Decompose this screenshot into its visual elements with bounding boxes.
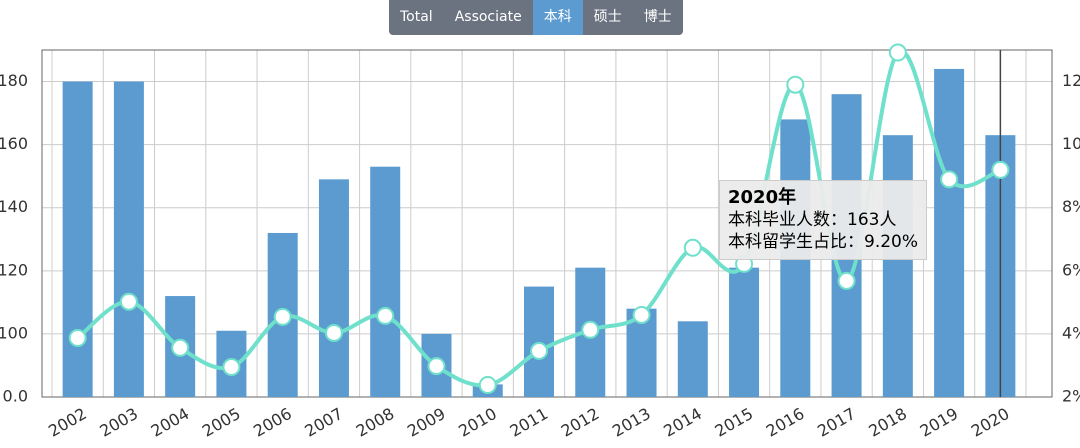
- line-point: [171, 338, 190, 357]
- x-tick-label: 2020: [968, 404, 1013, 441]
- x-tick-label: 2013: [609, 404, 654, 441]
- line-point: [632, 305, 651, 324]
- tooltip: 2020年 本科毕业人数：163人 本科留学生占比：9.20%: [719, 180, 928, 260]
- bar: [729, 267, 760, 397]
- x-tick-label: 2003: [96, 404, 141, 441]
- x-tick-label: 2002: [45, 404, 90, 441]
- line-point: [68, 329, 87, 348]
- bar: [370, 166, 401, 397]
- line-point: [940, 170, 959, 189]
- y-tick-label: 100: [0, 323, 28, 342]
- line-point: [222, 358, 241, 377]
- line-point: [837, 271, 856, 290]
- line-point: [888, 43, 907, 62]
- y2-tick-label: 2%: [1062, 387, 1080, 406]
- tab-button[interactable]: Associate: [454, 9, 522, 25]
- x-tick-label: 2018: [865, 404, 910, 441]
- line-point: [376, 306, 395, 325]
- bar: [934, 68, 965, 397]
- line-point: [119, 292, 138, 311]
- x-tick-label: 2004: [148, 404, 193, 441]
- line-point: [324, 323, 343, 342]
- bar: [524, 286, 554, 397]
- bar: [62, 81, 93, 397]
- y-tick-label: 0.0: [3, 387, 28, 406]
- line-point: [786, 75, 805, 94]
- bar: [677, 321, 708, 397]
- tab-button[interactable]: Total: [400, 9, 433, 25]
- x-tick-label: 2016: [763, 404, 808, 441]
- x-tick-label: 2014: [660, 404, 705, 441]
- x-tick-label: 2009: [404, 404, 449, 441]
- tooltip-line: 本科留学生占比：9.20%: [728, 232, 919, 252]
- tab-button[interactable]: 本科: [532, 0, 583, 35]
- bar: [113, 81, 144, 397]
- y-tick-label: 120: [0, 260, 28, 279]
- y2-tick-label: 10%: [1062, 134, 1080, 153]
- tooltip-line: 本科毕业人数：163人: [728, 210, 897, 230]
- y-tick-label: 160: [0, 134, 28, 153]
- y2-tick-label: 4%: [1062, 323, 1080, 342]
- x-tick-label: 2005: [199, 404, 244, 441]
- x-tick-label: 2006: [250, 404, 295, 441]
- y2-tick-label: 12%: [1062, 71, 1080, 90]
- y2-tick-label: 8%: [1062, 197, 1080, 216]
- x-tick-label: 2012: [558, 404, 603, 441]
- tooltip-title: 2020年: [728, 187, 797, 208]
- line-point: [427, 357, 446, 376]
- line-point: [530, 341, 548, 360]
- line-point: [683, 238, 702, 257]
- x-tick-label: 2017: [814, 404, 859, 441]
- line-point: [581, 320, 600, 339]
- line-point: [478, 376, 497, 395]
- y-tick-label: 180: [0, 71, 28, 90]
- x-tick-label: 2010: [455, 404, 500, 441]
- x-tick-label: 2015: [712, 404, 757, 441]
- tab-button[interactable]: 博士: [643, 9, 672, 25]
- x-tick-label: 2019: [917, 404, 962, 441]
- x-tick-label: 2007: [301, 404, 346, 441]
- x-tick-label: 2011: [506, 404, 551, 441]
- x-tick-label: 2008: [353, 404, 398, 441]
- line-point: [273, 307, 292, 326]
- y2-tick-label: 6%: [1062, 260, 1080, 279]
- bar: [882, 135, 913, 397]
- button-bar: Total Associate 本科 硕士 博士: [389, 0, 683, 35]
- tab-button[interactable]: 硕士: [593, 9, 622, 25]
- line-point: [991, 160, 1010, 179]
- y-tick-label: 140: [0, 197, 28, 216]
- bar: [318, 179, 349, 397]
